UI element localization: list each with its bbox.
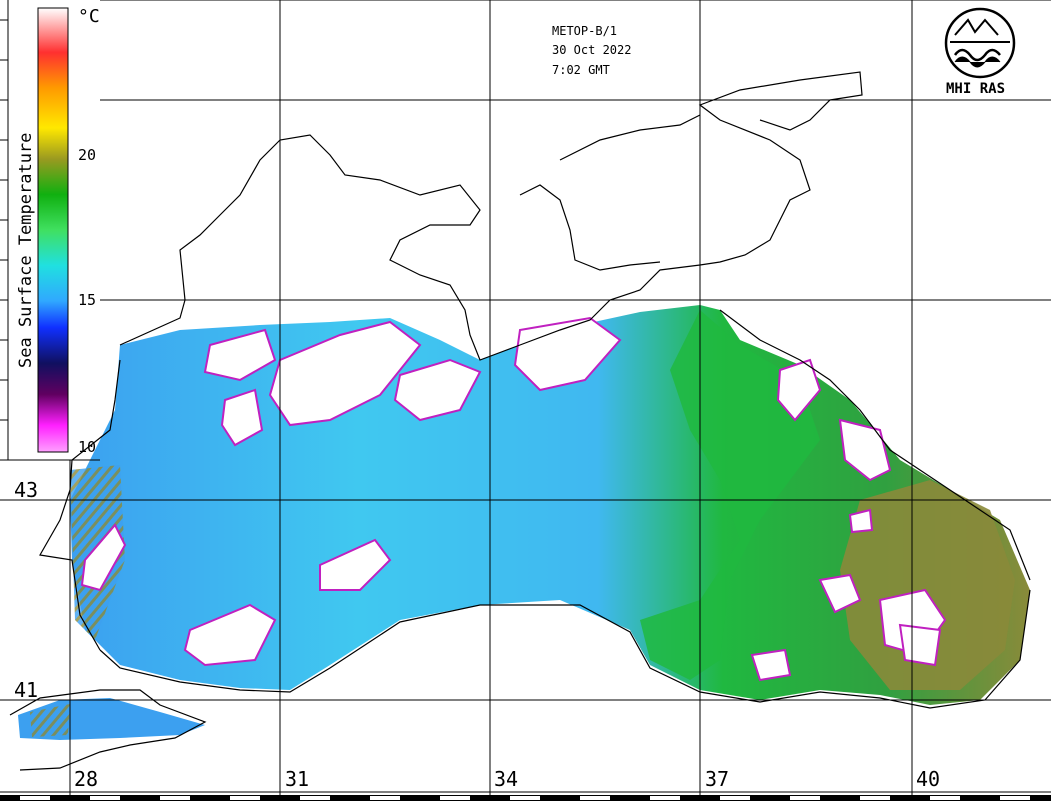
cloud-patch xyxy=(818,573,862,614)
cloud-patch xyxy=(848,508,874,534)
cloud-patch xyxy=(898,623,942,667)
longitude-labels: 28 31 34 37 40 xyxy=(74,767,940,791)
legend-tick-20: 20 xyxy=(78,146,96,164)
east-coast xyxy=(719,309,1031,581)
mhi-ras-logo-icon: MHI RAS xyxy=(944,7,1016,97)
legend-color-bar xyxy=(37,7,69,453)
image-header: METOP-B/1 30 Oct 2022 7:02 GMT xyxy=(552,24,631,77)
legend-unit: °C xyxy=(78,6,100,27)
temperature-legend: °C Sea Surface Temperature 20 15 10 xyxy=(16,6,100,456)
cloud-patch xyxy=(183,603,277,667)
cloud-cover xyxy=(80,316,947,682)
lat-label-41: 41 xyxy=(14,678,38,702)
lon-label-28: 28 xyxy=(74,767,98,791)
satellite-name: METOP-B/1 xyxy=(552,24,617,38)
cloud-patch xyxy=(750,648,792,682)
legend-tick-15: 15 xyxy=(78,291,96,309)
crimea-coast xyxy=(519,184,661,271)
cloud-patch xyxy=(220,388,264,447)
latitude-labels: 43 41 xyxy=(14,478,38,702)
lon-label-37: 37 xyxy=(705,767,729,791)
cloud-patch xyxy=(203,328,277,382)
lat-label-43: 43 xyxy=(14,478,38,502)
lon-label-40: 40 xyxy=(916,767,940,791)
green-east-zone xyxy=(640,310,820,680)
lon-label-31: 31 xyxy=(285,767,309,791)
cloud-patch xyxy=(80,523,127,592)
acquisition-time: 7:02 GMT xyxy=(552,63,610,77)
cloud-patch xyxy=(776,358,822,422)
left-scale-ruler xyxy=(0,0,100,461)
marmara-coast xyxy=(9,689,207,771)
south-coast xyxy=(99,589,1031,709)
cloud-patch xyxy=(319,538,392,591)
legend-title: Sea Surface Temperature xyxy=(16,133,36,368)
north-coast xyxy=(119,71,863,361)
kerch-coast xyxy=(559,114,701,161)
west-coast xyxy=(39,359,121,651)
lon-label-34: 34 xyxy=(494,767,518,791)
cloud-patch xyxy=(393,358,482,422)
cloud-patch xyxy=(268,320,422,427)
bottom-scale-bar xyxy=(0,791,1051,801)
acquisition-date: 30 Oct 2022 xyxy=(552,43,631,57)
striped-artifact-marmara xyxy=(30,704,70,737)
cloud-patch xyxy=(513,316,622,392)
legend-tick-10: 10 xyxy=(78,438,96,456)
logo-label: MHI RAS xyxy=(946,81,1005,97)
